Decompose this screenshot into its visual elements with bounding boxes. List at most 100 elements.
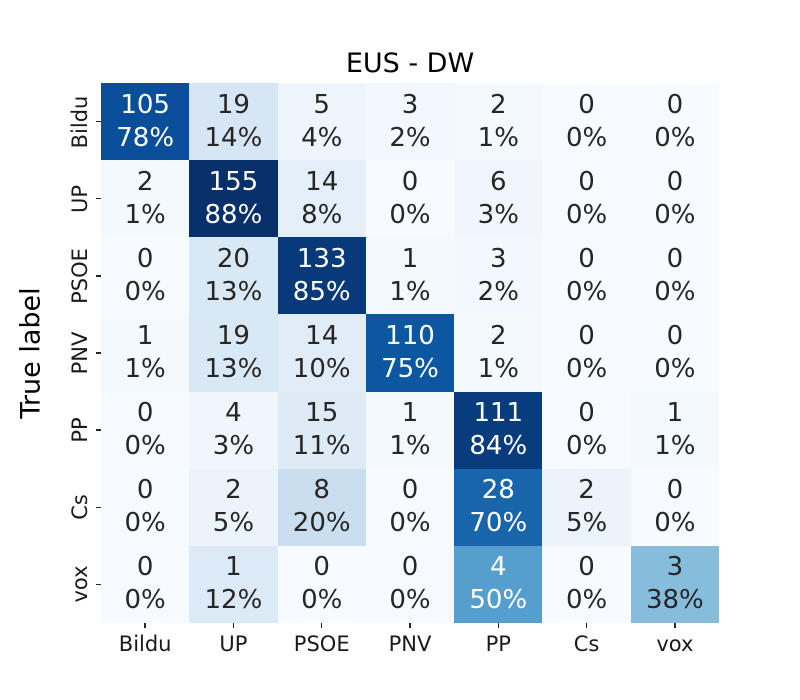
cell-count: 19	[216, 89, 250, 120]
cell-percent: 2%	[389, 122, 431, 153]
matrix-cell: 1 1%	[365, 391, 455, 469]
cell-count: 0	[578, 89, 595, 120]
matrix-cell: 14 8%	[277, 160, 366, 238]
cell-count: 3	[401, 89, 419, 120]
cell-count: 0	[578, 398, 595, 429]
cell-count: 4	[490, 552, 507, 583]
cell-count: 8	[313, 475, 330, 506]
cell-count: 4	[225, 398, 242, 429]
cell-count: 0	[578, 166, 595, 197]
matrix-cell: 2 1%	[101, 160, 190, 238]
x-tick-mark	[674, 623, 676, 628]
matrix-cell: 0 0%	[542, 160, 631, 238]
cell-percent: 0%	[565, 585, 608, 616]
cell-count: 0	[313, 552, 330, 583]
cell-percent: 5%	[212, 508, 255, 539]
cell-count: 0	[136, 475, 154, 506]
y-tick-mark	[96, 352, 101, 354]
matrix-cell: 2 1%	[454, 83, 543, 161]
matrix-cell: 6 3%	[454, 160, 543, 238]
matrix-cell: 0 0%	[365, 545, 455, 623]
cell-percent: 70%	[469, 508, 528, 539]
cell-percent: 0%	[565, 276, 608, 307]
cell-percent: 0%	[654, 508, 696, 539]
cell-count: 110	[385, 320, 435, 351]
matrix-cell: 5 4%	[277, 83, 366, 161]
cell-count: 0	[136, 552, 154, 583]
y-tick-mark	[96, 120, 101, 123]
cell-percent: 13%	[204, 276, 263, 307]
matrix-cell: 0 0%	[101, 468, 190, 546]
matrix-cell: 2 5%	[189, 468, 278, 546]
cell-count: 1	[666, 398, 684, 429]
matrix-cell: 0 0%	[630, 237, 719, 315]
cell-percent: 0%	[654, 122, 696, 153]
cell-count: 133	[296, 243, 347, 274]
matrix-cell: 1 1%	[101, 314, 190, 392]
matrix-cell: 0 0%	[542, 83, 631, 161]
cell-percent: 11%	[292, 431, 351, 462]
cell-count: 2	[136, 166, 154, 197]
cell-count: 20	[216, 243, 250, 274]
y-tick-mark	[96, 506, 101, 509]
cell-percent: 0%	[389, 585, 431, 616]
cell-percent: 3%	[212, 431, 255, 462]
cell-percent: 0%	[565, 353, 608, 384]
cell-percent: 1%	[124, 353, 166, 384]
x-tick-label: UP	[219, 632, 248, 656]
cell-count: 0	[401, 166, 419, 197]
cell-count: 5	[313, 89, 330, 120]
matrix-cell: 0 0%	[101, 237, 190, 315]
cell-percent: 0%	[565, 431, 608, 462]
cell-percent: 0%	[565, 199, 608, 230]
x-tick-mark	[320, 623, 323, 628]
heatmap-grid: 105 78% 19 14% 5 4% 3 2% 2 1% 0 0% 0 0% 2 1% 155 88% 14 8% 0…	[101, 83, 719, 623]
matrix-cell: 105 78%	[101, 83, 190, 161]
cell-count: 1	[401, 398, 419, 429]
cell-count: 0	[666, 166, 684, 197]
cell-count: 0	[136, 243, 154, 274]
y-tick-label: PP	[68, 417, 92, 443]
matrix-cell: 1 12%	[189, 545, 278, 623]
matrix-cell: 4 50%	[454, 545, 543, 623]
matrix-cell: 0 0%	[365, 468, 455, 546]
cell-percent: 8%	[301, 199, 343, 230]
matrix-cell: 1 1%	[365, 237, 455, 315]
y-tick-mark	[96, 275, 101, 277]
cell-count: 0	[578, 552, 595, 583]
cell-percent: 13%	[204, 353, 263, 384]
cell-percent: 1%	[477, 122, 519, 153]
matrix-cell: 15 11%	[277, 391, 366, 469]
y-tick-label: UP	[68, 184, 92, 213]
cell-count: 1	[136, 320, 154, 351]
cell-count: 0	[401, 475, 419, 506]
matrix-cell: 19 13%	[189, 314, 278, 392]
cell-percent: 0%	[124, 585, 166, 616]
cell-percent: 3%	[477, 199, 519, 230]
cell-percent: 1%	[654, 431, 696, 462]
cell-count: 6	[490, 166, 507, 197]
cell-percent: 88%	[204, 199, 263, 230]
cell-count: 0	[578, 320, 595, 351]
y-tick-label: PSOE	[68, 247, 92, 304]
y-tick-label: vox	[68, 565, 92, 603]
cell-percent: 14%	[204, 122, 263, 153]
cell-count: 2	[225, 475, 242, 506]
x-tick-label: PP	[485, 632, 511, 656]
matrix-cell: 1 1%	[630, 391, 719, 469]
cell-percent: 0%	[124, 276, 166, 307]
cell-percent: 4%	[301, 122, 343, 153]
y-tick-mark	[96, 583, 101, 586]
matrix-cell: 4 3%	[189, 391, 278, 469]
cell-percent: 0%	[565, 122, 608, 153]
y-tick-label: PNV	[68, 331, 92, 375]
matrix-cell: 0 0%	[630, 314, 719, 392]
cell-count: 0	[578, 243, 595, 274]
cell-percent: 1%	[389, 276, 431, 307]
cell-count: 14	[305, 166, 339, 197]
cell-count: 19	[216, 320, 250, 351]
cell-percent: 1%	[389, 431, 431, 462]
matrix-cell: 110 75%	[365, 314, 455, 392]
cell-percent: 1%	[477, 353, 519, 384]
cell-percent: 50%	[469, 585, 528, 616]
